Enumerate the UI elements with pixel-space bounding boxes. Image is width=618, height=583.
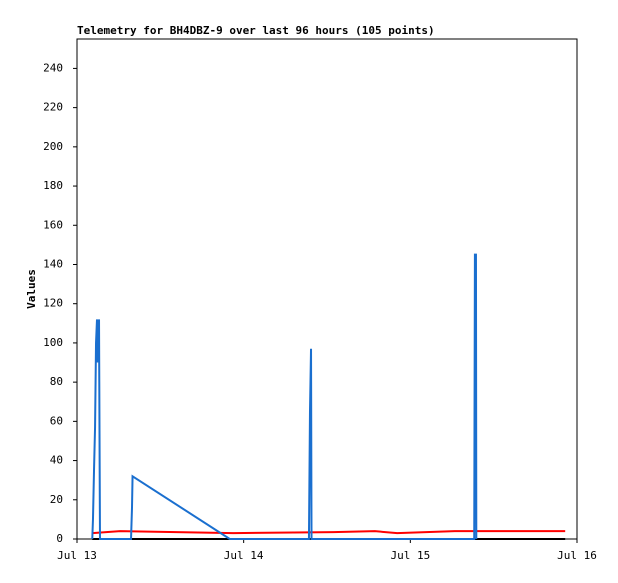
series-line <box>91 253 478 540</box>
y-axis-label: Values <box>25 269 38 309</box>
y-tick-label: 180 <box>43 179 63 192</box>
y-tick-label: 80 <box>50 375 63 388</box>
y-tick-label: 160 <box>43 218 63 231</box>
x-tick-label: Jul 16 <box>557 549 597 562</box>
y-tick-label: 60 <box>50 414 63 427</box>
series-line <box>92 530 566 535</box>
chart-title: Telemetry for BH4DBZ-9 over last 96 hour… <box>77 24 435 37</box>
x-tick-label: Jul 14 <box>224 549 264 562</box>
y-tick-label: 200 <box>43 140 63 153</box>
y-tick-label: 0 <box>56 532 63 545</box>
y-tick-label: 20 <box>50 493 63 506</box>
y-tick-label: 140 <box>43 257 63 270</box>
y-tick-label: 40 <box>50 454 63 467</box>
y-tick-label: 240 <box>43 61 63 74</box>
y-tick-label: 220 <box>43 101 63 114</box>
x-tick-label: Jul 15 <box>390 549 430 562</box>
y-tick-label: 100 <box>43 336 63 349</box>
x-tick-label: Jul 13 <box>57 549 97 562</box>
y-tick-label: 120 <box>43 297 63 310</box>
